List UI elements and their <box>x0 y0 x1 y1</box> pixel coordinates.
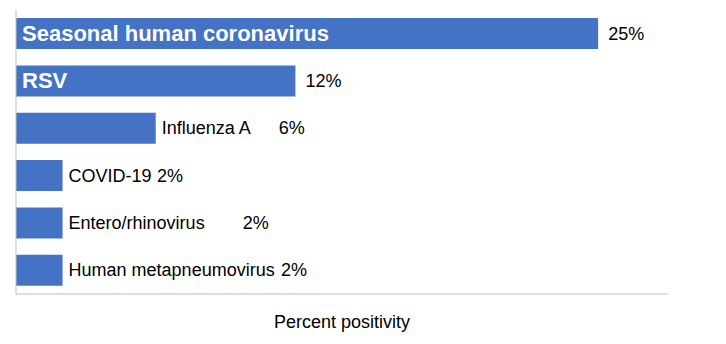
svg-text:25%: 25% <box>608 24 644 44</box>
svg-text:2%: 2% <box>281 260 307 280</box>
svg-text:Seasonal human coronavirus: Seasonal human coronavirus <box>22 21 329 46</box>
svg-text:RSV: RSV <box>22 68 68 93</box>
svg-text:Influenza A: Influenza A <box>162 118 251 138</box>
svg-text:2%: 2% <box>157 166 183 186</box>
svg-text:2%: 2% <box>243 213 269 233</box>
svg-text:12%: 12% <box>305 71 341 91</box>
svg-text:Entero/rhinovirus: Entero/rhinovirus <box>69 213 205 233</box>
svg-text:6%: 6% <box>279 118 305 138</box>
svg-text:COVID-19: COVID-19 <box>69 166 152 186</box>
svg-text:Percent positivity: Percent positivity <box>274 312 410 332</box>
svg-text:Human metapneumovirus: Human metapneumovirus <box>69 260 275 280</box>
